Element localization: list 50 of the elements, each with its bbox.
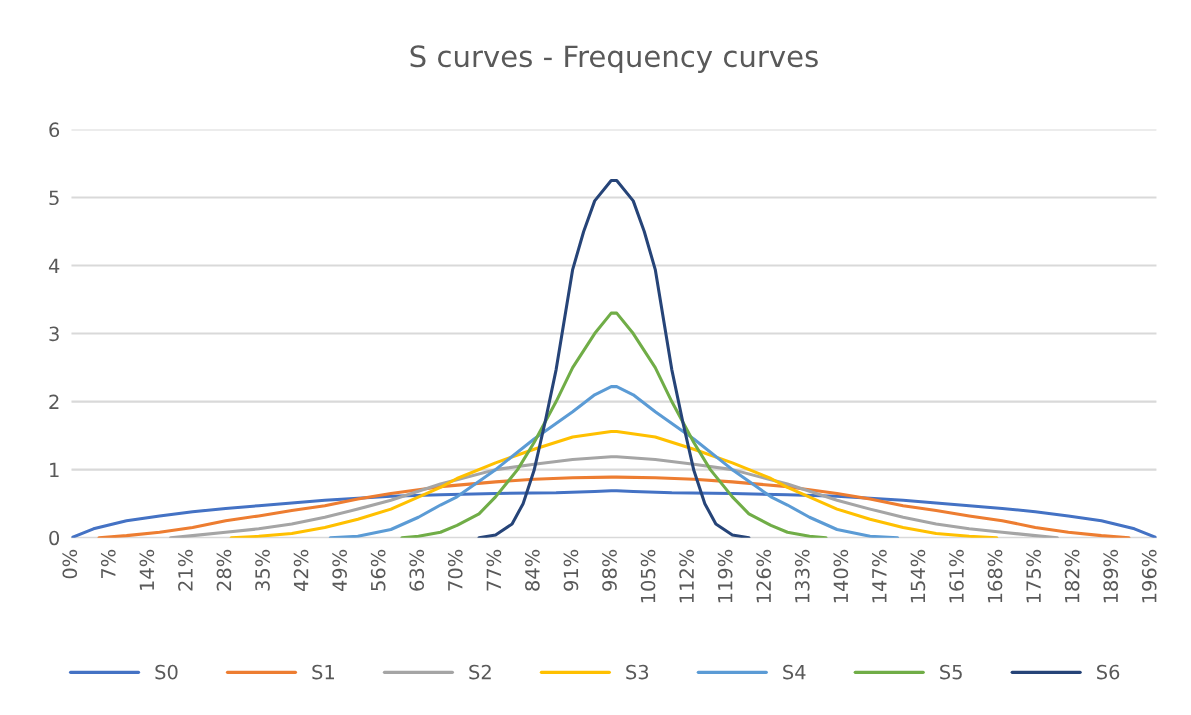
x-tick-label: 42% — [293, 549, 309, 592]
x-tick-label: 154% — [910, 549, 926, 603]
x-tick-label: 175% — [1026, 549, 1041, 603]
y-tick-label: 2 — [49, 394, 59, 409]
x-tick-label: 21% — [178, 549, 193, 591]
x-tick-label: 161% — [949, 549, 964, 603]
x-tick-label: 70% — [447, 549, 463, 591]
x-tick-label: 56% — [370, 549, 386, 591]
x-tick-label: 189% — [1103, 549, 1119, 603]
y-tick-label: 3 — [49, 326, 59, 342]
x-tick-label: 77% — [486, 549, 502, 591]
x-tick-label: 91% — [563, 549, 579, 591]
y-tick-label: 0 — [49, 530, 60, 546]
line-series — [400, 311, 828, 538]
y-tick-label: 5 — [49, 190, 59, 206]
x-tick-label: 0% — [62, 549, 78, 579]
line-series — [477, 178, 751, 538]
y-tick-label: 1 — [50, 462, 59, 478]
legend-label: S3 — [626, 664, 649, 680]
x-tick-label: 35% — [255, 549, 270, 591]
line-series — [169, 455, 1059, 538]
x-tick-label: 182% — [1064, 549, 1080, 603]
x-tick-label: 112% — [679, 549, 694, 603]
legend-label: S0 — [155, 664, 178, 680]
x-tick-label: 84% — [525, 549, 540, 591]
x-tick-label: 7% — [100, 549, 116, 579]
x-tick-label: 49% — [332, 549, 347, 592]
legend-label: S5 — [940, 664, 962, 680]
x-tick-label: 119% — [717, 549, 733, 603]
line-series — [229, 430, 999, 538]
x-tick-label: 98% — [602, 549, 617, 591]
x-tick-label: 133% — [794, 549, 810, 603]
legend-label: S2 — [469, 664, 491, 680]
x-tick-label: 168% — [987, 549, 1003, 603]
x-tick-label: 140% — [833, 549, 849, 603]
y-tick-label: 4 — [48, 258, 60, 273]
y-tick-label: 6 — [49, 122, 60, 138]
chart-title: S curves - Frequency curves — [410, 45, 818, 73]
x-tick-label: 196% — [1141, 549, 1157, 603]
legend-label: S6 — [1097, 664, 1120, 680]
x-tick-label: 63% — [409, 549, 425, 591]
x-tick-label: 126% — [756, 549, 772, 603]
line-series — [97, 475, 1131, 538]
legend-label: S4 — [783, 664, 806, 680]
legend-label: S1 — [312, 664, 334, 680]
x-tick-label: 105% — [640, 549, 656, 603]
x-tick-label: 147% — [872, 549, 887, 603]
x-tick-label: 28% — [216, 549, 232, 591]
x-tick-label: 14% — [139, 549, 155, 590]
line-series — [328, 385, 900, 538]
